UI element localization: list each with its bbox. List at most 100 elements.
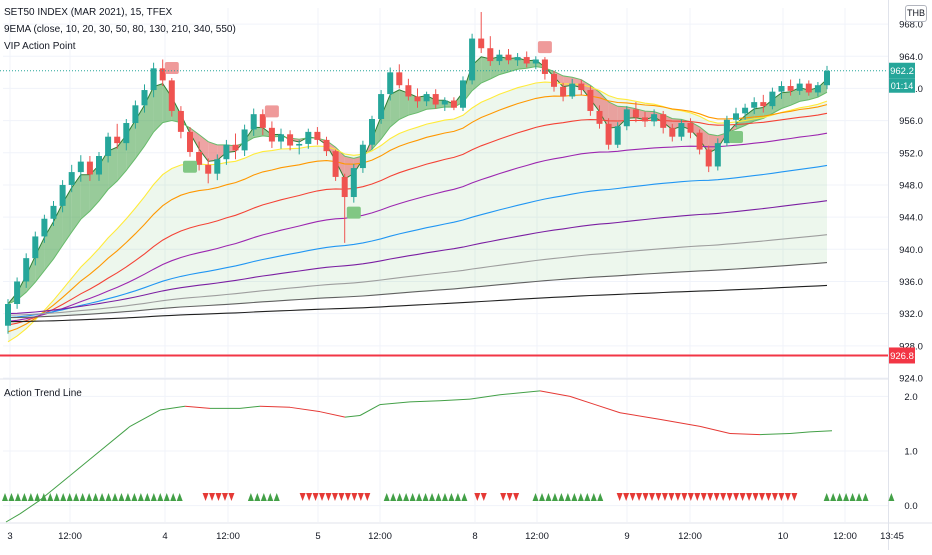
up-signal-triangle <box>396 493 403 501</box>
down-signal-triangle <box>739 493 746 501</box>
up-signal-triangle <box>409 493 416 501</box>
trend-segment <box>39 475 71 501</box>
candle-body <box>32 236 39 259</box>
ribbon-segment <box>508 57 518 72</box>
up-signal-triangle <box>2 493 8 501</box>
ribbon-segment <box>390 89 400 128</box>
ema-line <box>7 200 828 315</box>
price-tick-label: 956.0 <box>899 116 923 127</box>
candle-body <box>496 54 503 62</box>
down-signal-triangle <box>221 493 228 501</box>
candle-body <box>86 161 93 175</box>
down-signal-triangle <box>700 493 707 501</box>
symbol-legend[interactable]: SET50 INDEX (MAR 2021), 15, TFEX <box>4 7 173 18</box>
up-signal-triangle <box>571 493 578 501</box>
candle-body <box>241 129 248 151</box>
candle-body <box>414 96 421 102</box>
marker-box <box>264 105 279 118</box>
trend-segment <box>239 405 261 409</box>
time-tick-label: 12:00 <box>833 531 857 542</box>
ema-line <box>7 164 828 319</box>
trend-panel-title[interactable]: Action Trend Line <box>4 388 82 399</box>
ribbon-segment <box>381 94 391 140</box>
candle-body <box>287 134 294 146</box>
up-signal-triangle <box>577 493 584 501</box>
last-price-badge <box>889 62 915 79</box>
down-signal-triangle <box>351 493 358 501</box>
up-signal-triangle <box>830 493 837 501</box>
ema-line <box>7 262 828 319</box>
candle-body <box>678 123 685 137</box>
down-signal-triangle <box>707 493 714 501</box>
candle-body <box>159 68 166 81</box>
time-tick-label: 12:00 <box>58 531 82 542</box>
up-signal-triangle <box>124 493 131 501</box>
ribbon-segment <box>253 127 263 138</box>
currency-button[interactable]: THB <box>905 5 927 22</box>
down-signal-triangle <box>771 493 778 501</box>
candle-body <box>223 144 230 160</box>
candle-body <box>796 83 803 91</box>
ema-fill <box>8 82 827 342</box>
trend-segment <box>619 412 661 420</box>
candle-body <box>114 136 121 144</box>
up-signal-triangle <box>403 493 410 501</box>
up-signal-triangle <box>86 493 93 501</box>
up-signal-triangle <box>448 493 455 501</box>
down-signal-triangle <box>506 493 513 501</box>
up-signal-triangle <box>843 493 850 501</box>
candle-body <box>778 86 785 92</box>
candle-body <box>432 94 439 105</box>
trend-segment <box>289 406 321 413</box>
up-signal-triangle <box>564 493 571 501</box>
up-signal-triangle <box>131 493 138 501</box>
candle-body <box>760 102 767 107</box>
level-price-badge <box>889 347 915 364</box>
up-signal-triangle <box>383 493 390 501</box>
candle-body <box>232 144 239 151</box>
up-signal-triangle <box>545 493 552 501</box>
down-signal-triangle <box>752 493 759 501</box>
trend-segment <box>359 404 381 416</box>
down-signal-triangle <box>209 493 216 501</box>
trend-segment <box>159 405 186 411</box>
candle-body <box>259 114 266 128</box>
trend-segment <box>99 426 131 452</box>
ema-legend[interactable]: 9EMA (close, 10, 20, 30, 50, 80, 130, 21… <box>4 24 236 35</box>
candle-body <box>450 100 457 108</box>
candle-body <box>714 143 721 167</box>
candle-body <box>733 113 739 120</box>
trend-segment <box>809 430 833 433</box>
trend-segment <box>129 409 161 427</box>
candle-body <box>332 151 339 177</box>
trend-segment <box>759 433 791 436</box>
price-tick-label: 952.0 <box>899 148 923 159</box>
ema-line <box>7 284 828 323</box>
ribbon-segment <box>199 134 209 162</box>
down-signal-triangle <box>649 493 655 501</box>
candle-body <box>196 151 203 165</box>
down-signal-triangle <box>338 493 345 501</box>
ema-line <box>7 94 828 333</box>
candle-body <box>96 156 102 175</box>
candle-body <box>359 144 366 169</box>
down-signal-triangle <box>500 493 507 501</box>
price-tick-label: 932.0 <box>899 309 923 320</box>
down-signal-triangle <box>694 493 701 501</box>
ribbon-segment <box>208 141 218 162</box>
up-signal-triangle <box>551 493 558 501</box>
trend-segment <box>379 401 411 406</box>
up-signal-triangle <box>539 493 546 501</box>
candle-body <box>214 159 221 174</box>
vip-legend[interactable]: VIP Action Point <box>4 41 76 52</box>
up-signal-triangle <box>170 493 177 501</box>
time-tick-label: 5 <box>315 531 320 542</box>
ema-cloud <box>8 82 827 342</box>
price-axis: 968.0964.0960.0956.0952.0948.0944.0940.0… <box>899 20 923 385</box>
up-signal-triangle <box>273 493 280 501</box>
candle-body <box>369 119 375 145</box>
trend-segment <box>569 395 596 406</box>
ribbon-segment <box>599 92 609 129</box>
candle-body <box>314 131 321 140</box>
